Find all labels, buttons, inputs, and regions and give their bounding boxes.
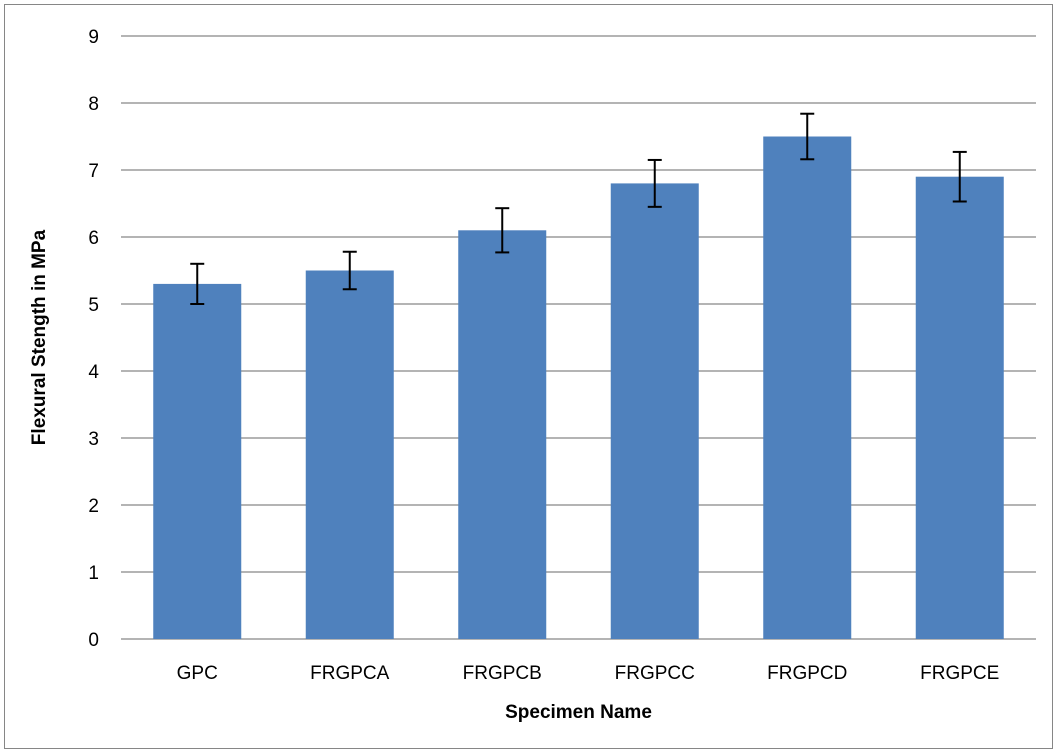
y-tick-label: 9: [88, 27, 99, 48]
y-tick-label: 1: [88, 563, 99, 584]
bar-chart: 0 1 2 3 4 5 6 7 8 9 GPC FRGPCA FRGPCB FRGPCC FRGPCD FR…: [29, 27, 1036, 723]
gridlines: [121, 35, 1036, 640]
error-bar: [342, 250, 357, 291]
x-tick-label: FRGPCB: [463, 663, 542, 684]
y-tick-label: 6: [88, 228, 99, 249]
bar: [153, 283, 242, 639]
y-tick-label: 3: [88, 429, 99, 450]
bars: [153, 136, 1004, 640]
error-bar: [647, 158, 662, 208]
x-axis-title: Specimen Name: [505, 702, 652, 723]
y-tick-labels: 0 1 2 3 4 5 6 7 8 9: [88, 27, 99, 651]
x-tick-label: FRGPCE: [920, 663, 999, 684]
error-bar: [952, 150, 967, 203]
bar: [458, 230, 547, 640]
bar: [763, 136, 852, 639]
y-tick-label: 8: [88, 94, 99, 115]
y-tick-label: 5: [88, 295, 99, 316]
y-tick-label: 2: [88, 496, 99, 517]
bar: [610, 183, 699, 639]
error-bar: [800, 112, 815, 161]
bar: [305, 270, 394, 639]
y-tick-label: 0: [88, 630, 99, 651]
x-tick-labels: GPC FRGPCA FRGPCB FRGPCC FRGPCD FRGPCE: [177, 663, 1000, 684]
error-bars: [190, 112, 967, 305]
y-tick-label: 4: [88, 362, 99, 383]
x-tick-label: FRGPCC: [615, 663, 695, 684]
y-tick-label: 7: [88, 161, 99, 182]
error-bar: [190, 262, 205, 305]
chart-frame: 0 1 2 3 4 5 6 7 8 9 GPC FRGPCA FRGPCB FRGPCC FRGPCD FR…: [4, 4, 1053, 749]
error-bar: [495, 207, 510, 254]
x-tick-label: FRGPCA: [310, 663, 390, 684]
x-tick-label: GPC: [177, 663, 218, 684]
y-axis-title: Flexural Stength in MPa: [29, 229, 50, 445]
x-tick-label: FRGPCD: [767, 663, 847, 684]
bar: [915, 176, 1004, 639]
